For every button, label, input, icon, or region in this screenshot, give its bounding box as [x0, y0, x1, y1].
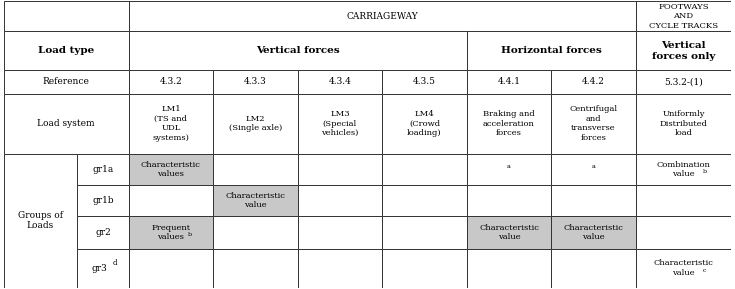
- Bar: [382, 154, 467, 185]
- Bar: [129, 1, 636, 32]
- Bar: [636, 249, 731, 288]
- Text: gr1a: gr1a: [93, 165, 113, 174]
- Text: Centrifugal
and
transverse
forces: Centrifugal and transverse forces: [570, 105, 617, 142]
- Text: 4.4.2: 4.4.2: [582, 77, 605, 86]
- Bar: [213, 185, 298, 216]
- Text: Vertical
forces only: Vertical forces only: [652, 41, 715, 61]
- Text: d: d: [112, 259, 117, 267]
- Bar: [4, 154, 77, 288]
- Bar: [551, 249, 636, 288]
- Bar: [382, 94, 467, 154]
- Bar: [636, 1, 731, 32]
- Bar: [77, 154, 129, 185]
- Text: Characteristic
values: Characteristic values: [141, 161, 201, 178]
- Bar: [382, 216, 467, 249]
- Bar: [213, 70, 298, 94]
- Bar: [636, 32, 731, 70]
- Bar: [213, 154, 298, 185]
- Bar: [467, 94, 551, 154]
- Bar: [129, 249, 213, 288]
- Bar: [213, 216, 298, 249]
- Text: Uniformly
Distributed
load: Uniformly Distributed load: [659, 110, 708, 137]
- Bar: [129, 32, 467, 70]
- Text: c: c: [703, 268, 706, 273]
- Text: Frequent
values: Frequent values: [151, 224, 190, 241]
- Text: Reference: Reference: [43, 77, 90, 86]
- Bar: [467, 185, 551, 216]
- Text: Braking and
acceleration
forces: Braking and acceleration forces: [483, 110, 535, 137]
- Bar: [4, 1, 129, 32]
- Bar: [129, 216, 213, 249]
- Text: 4.3.3: 4.3.3: [244, 77, 267, 86]
- Text: 4.3.4: 4.3.4: [329, 77, 351, 86]
- Bar: [467, 32, 636, 70]
- Bar: [636, 154, 731, 185]
- Bar: [298, 94, 382, 154]
- Bar: [636, 185, 731, 216]
- Text: gr1b: gr1b: [92, 196, 114, 205]
- Text: LM2
(Single axle): LM2 (Single axle): [229, 115, 282, 132]
- Text: Characteristic
value: Characteristic value: [564, 224, 623, 241]
- Bar: [77, 249, 129, 288]
- Bar: [77, 185, 129, 216]
- Bar: [298, 70, 382, 94]
- Text: 5.3.2-(1): 5.3.2-(1): [664, 77, 703, 86]
- Bar: [636, 216, 731, 249]
- Bar: [298, 249, 382, 288]
- Bar: [298, 154, 382, 185]
- Bar: [382, 70, 467, 94]
- Text: 4.4.1: 4.4.1: [498, 77, 520, 86]
- Bar: [551, 94, 636, 154]
- Bar: [298, 216, 382, 249]
- Bar: [382, 249, 467, 288]
- Bar: [551, 185, 636, 216]
- Text: Groups of
Loads: Groups of Loads: [18, 211, 63, 231]
- Bar: [213, 94, 298, 154]
- Text: CARRIAGEWAY: CARRIAGEWAY: [346, 12, 418, 21]
- Text: Load type: Load type: [38, 46, 94, 55]
- Bar: [4, 70, 129, 94]
- Bar: [636, 70, 731, 94]
- Bar: [382, 185, 467, 216]
- Bar: [467, 216, 551, 249]
- Text: 4.3.5: 4.3.5: [413, 77, 436, 86]
- Bar: [467, 249, 551, 288]
- Text: Vertical forces: Vertical forces: [256, 46, 340, 55]
- Bar: [129, 185, 213, 216]
- Bar: [213, 249, 298, 288]
- Text: Load system: Load system: [37, 119, 95, 128]
- Bar: [551, 70, 636, 94]
- Text: a: a: [592, 164, 595, 169]
- Text: b: b: [703, 169, 706, 174]
- Text: gr3: gr3: [91, 264, 107, 273]
- Bar: [4, 94, 129, 154]
- Bar: [467, 70, 551, 94]
- Bar: [77, 216, 129, 249]
- Bar: [551, 216, 636, 249]
- Bar: [636, 94, 731, 154]
- Text: Horizontal forces: Horizontal forces: [501, 46, 602, 55]
- Text: Characteristic
value: Characteristic value: [653, 260, 714, 277]
- Bar: [129, 94, 213, 154]
- Text: a: a: [507, 164, 511, 169]
- Bar: [129, 70, 213, 94]
- Bar: [298, 185, 382, 216]
- Text: Characteristic
value: Characteristic value: [479, 224, 539, 241]
- Text: LM4
(Crowd
loading): LM4 (Crowd loading): [407, 110, 442, 137]
- Text: b: b: [187, 232, 192, 237]
- Bar: [467, 154, 551, 185]
- Bar: [4, 32, 129, 70]
- Bar: [129, 154, 213, 185]
- Text: Characteristic
value: Characteristic value: [226, 192, 285, 209]
- Text: LM3
(Special
vehicles): LM3 (Special vehicles): [321, 110, 359, 137]
- Text: Combination
value: Combination value: [656, 161, 711, 178]
- Text: gr2: gr2: [95, 228, 111, 237]
- Text: LM1
(TS and
UDL
systems): LM1 (TS and UDL systems): [152, 105, 190, 142]
- Text: FOOTWAYS
AND
CYCLE TRACKS: FOOTWAYS AND CYCLE TRACKS: [649, 3, 718, 30]
- Bar: [551, 154, 636, 185]
- Text: 4.3.2: 4.3.2: [159, 77, 182, 86]
